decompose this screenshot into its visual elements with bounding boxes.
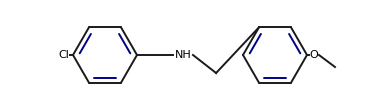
Text: Cl: Cl: [58, 50, 69, 60]
Text: O: O: [309, 50, 318, 60]
Text: NH: NH: [175, 50, 192, 60]
